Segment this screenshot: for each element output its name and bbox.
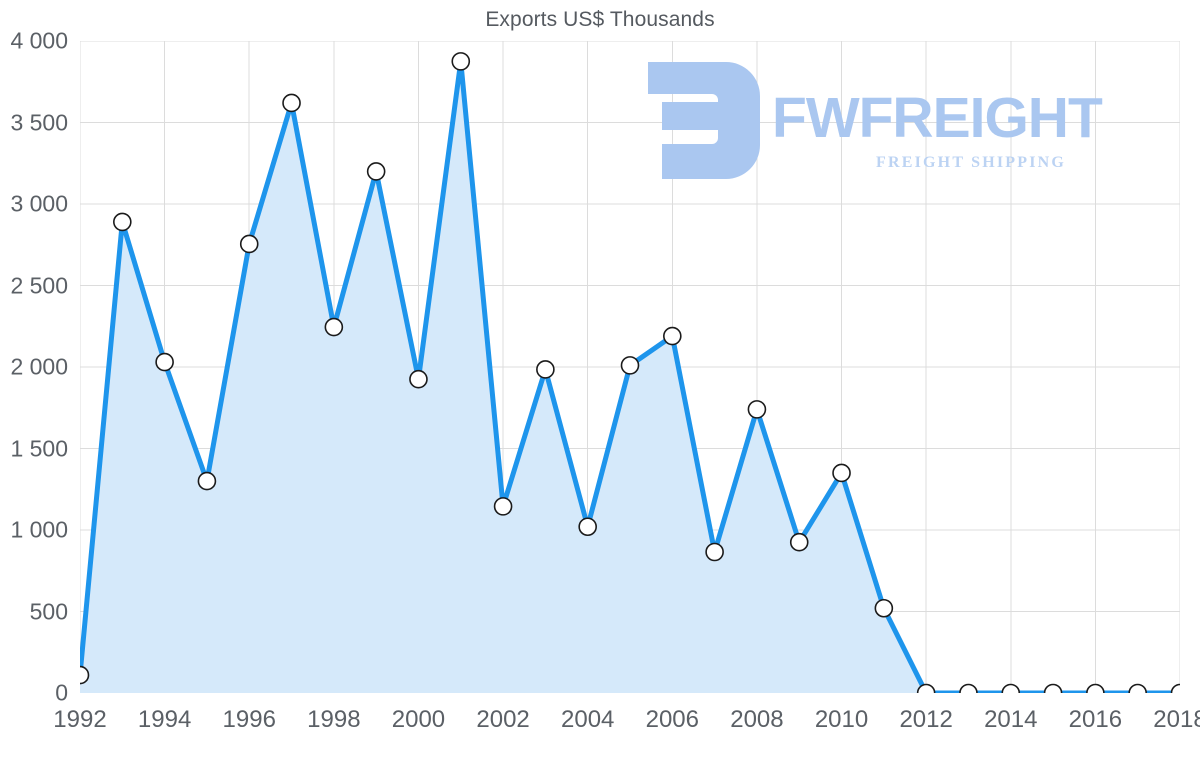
data-point-markers[interactable]: 1992: 110 1993: 2890 1994: 2030 1995: 1300 1… bbox=[80, 52, 1181, 694]
x-axis-tick-label: 1994 bbox=[137, 706, 192, 733]
data-point[interactable]: 2007: 865 bbox=[705, 542, 724, 562]
x-axis-tick-label: 1996 bbox=[222, 706, 276, 733]
y-axis-tick-label: 1 500 bbox=[10, 435, 68, 461]
y-axis-tick-label: 0 bbox=[55, 679, 68, 706]
data-point[interactable]: 2003: 1985 bbox=[536, 360, 555, 379]
data-point[interactable]: 2001: 3875 bbox=[451, 52, 471, 71]
data-point[interactable]: 1996: 2755 bbox=[239, 234, 259, 254]
data-point[interactable]: 2008: 1740 bbox=[747, 400, 767, 419]
y-axis-tick-label: 3 500 bbox=[10, 109, 68, 135]
x-axis-tick-label: 2014 bbox=[984, 706, 1038, 733]
x-axis-tick-label: 1992 bbox=[53, 706, 107, 733]
x-axis-tick-label: 2002 bbox=[476, 706, 530, 733]
x-axis-tick-label: 2004 bbox=[560, 706, 615, 733]
data-point[interactable]: 2002: 1145 bbox=[493, 497, 513, 516]
data-point[interactable]: 2006: 2190 bbox=[663, 326, 682, 346]
data-point[interactable]: 2018: 0 bbox=[1170, 683, 1181, 694]
data-point[interactable]: 2010: 1350 bbox=[832, 463, 851, 483]
data-point[interactable]: 1997: 3620 bbox=[282, 93, 301, 113]
x-axis-tick-label: 2010 bbox=[814, 706, 869, 733]
x-axis-tick-label: 2006 bbox=[645, 706, 699, 733]
data-point[interactable]: 1995: 1300 bbox=[197, 471, 217, 491]
data-point[interactable]: 2015: 0 bbox=[1043, 683, 1063, 694]
x-axis-tick-label: 2016 bbox=[1068, 706, 1123, 733]
data-point[interactable]: 2017: 0 bbox=[1128, 683, 1147, 694]
data-point[interactable]: 1994: 2030 bbox=[155, 352, 174, 372]
x-axis-tick-label: 2008 bbox=[730, 706, 784, 733]
plot-area: 1992: 110 1993: 2890 1994: 2030 1995: 1300 1… bbox=[80, 41, 1180, 693]
x-axis-tick-label: 2018 bbox=[1153, 706, 1200, 733]
y-axis-tick-label: 2 000 bbox=[10, 353, 68, 380]
y-axis-tick-label: 1 000 bbox=[10, 516, 68, 543]
data-point[interactable]: 2000: 1925 bbox=[409, 369, 428, 389]
data-point[interactable]: 1999: 3200 bbox=[366, 162, 386, 181]
x-axis-tick-label: 2000 bbox=[391, 706, 446, 733]
chart-title: Exports US$ Thousands bbox=[485, 8, 715, 31]
data-point[interactable]: 2011: 520 bbox=[874, 598, 894, 618]
area-chart-svg: 1992: 110 1993: 2890 1994: 2030 1995: 1300 1… bbox=[80, 41, 1180, 693]
data-point[interactable]: 2009: 925 bbox=[789, 532, 809, 552]
x-axis-tick-label: 1998 bbox=[307, 706, 361, 733]
data-point[interactable]: 2013: 0 bbox=[959, 683, 978, 694]
y-axis-tick-label: 4 000 bbox=[10, 27, 68, 54]
data-point[interactable]: 1993: 2890 bbox=[113, 212, 132, 232]
data-point[interactable]: 2014: 0 bbox=[1001, 683, 1021, 694]
data-point[interactable]: 1998: 2245 bbox=[324, 317, 344, 337]
data-point[interactable]: 1992: 110 bbox=[80, 665, 90, 685]
y-axis-tick-label: 500 bbox=[29, 598, 68, 624]
data-point[interactable]: 2012: 0 bbox=[916, 683, 936, 694]
y-axis-tick-label: 2 500 bbox=[10, 272, 68, 298]
data-point[interactable]: 2005: 2010 bbox=[620, 356, 640, 375]
y-axis-tick-label: 3 000 bbox=[10, 190, 68, 217]
x-axis-tick-label: 2012 bbox=[899, 706, 953, 733]
area-fill-path bbox=[80, 61, 1180, 693]
data-point[interactable]: 2016: 0 bbox=[1086, 683, 1105, 694]
